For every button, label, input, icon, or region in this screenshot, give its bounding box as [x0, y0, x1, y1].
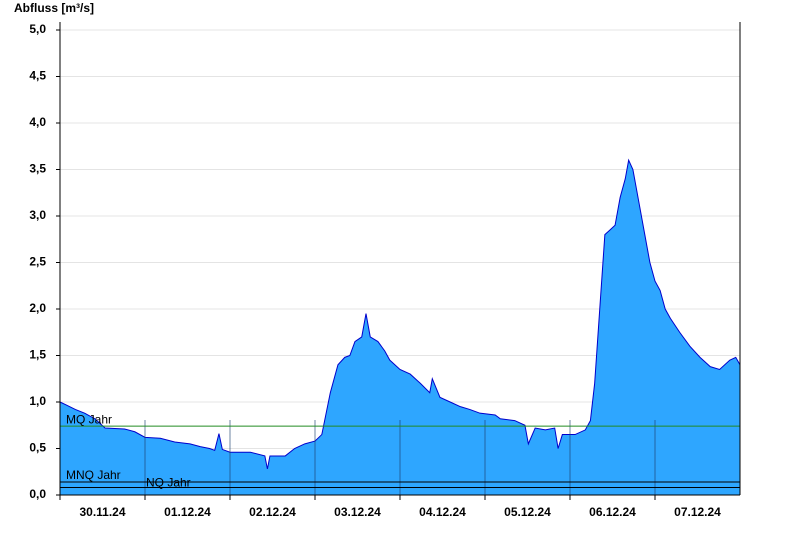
- x-tick-label: 30.11.24: [79, 505, 125, 519]
- y-tick-label: 3,0: [29, 208, 46, 222]
- x-tick-label: 05.12.24: [504, 505, 551, 519]
- x-tick-label: 06.12.24: [589, 505, 636, 519]
- y-tick-label: 0,0: [29, 487, 46, 501]
- y-tick-label: 1,0: [29, 394, 46, 408]
- y-tick-label: 3,5: [29, 162, 46, 176]
- reference-label: NQ Jahr: [146, 476, 191, 490]
- y-tick-label: 4,5: [29, 69, 46, 83]
- x-tick-label: 04.12.24: [419, 505, 466, 519]
- x-tick-label: 01.12.24: [164, 505, 211, 519]
- line: [59, 158, 741, 470]
- y-tick-label: 2,0: [29, 301, 46, 315]
- reference-label: MQ Jahr: [66, 412, 112, 426]
- y-tick-label: 4,0: [29, 115, 46, 129]
- reference-label: MNQ Jahr: [66, 468, 121, 482]
- x-tick-label: 02.12.24: [249, 505, 296, 519]
- y-tick-label: 2,5: [29, 255, 46, 269]
- y-tick-label: 5,0: [29, 22, 46, 36]
- x-tick-label: 07.12.24: [674, 505, 721, 519]
- y-tick-label: 0,5: [29, 441, 46, 455]
- y-axis-label: Abfluss [m³/s]: [14, 1, 94, 15]
- y-tick-label: 1,5: [29, 348, 46, 362]
- x-tick-label: 03.12.24: [334, 505, 381, 519]
